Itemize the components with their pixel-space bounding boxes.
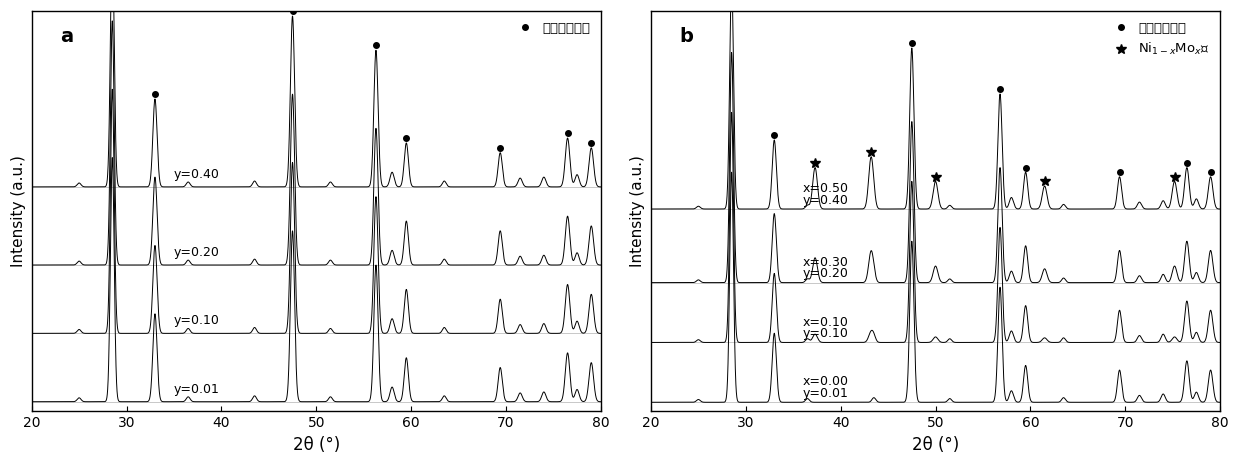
Text: b: b <box>680 27 693 46</box>
Y-axis label: Intensity (a.u.): Intensity (a.u.) <box>11 155 26 267</box>
Text: x=0.00: x=0.00 <box>802 375 848 388</box>
Text: a: a <box>60 27 73 46</box>
Text: x=0.30: x=0.30 <box>802 256 848 269</box>
Legend: 荧石晶相结构, Ni$_{1-x}$Mo$_x$相: 荧石晶相结构, Ni$_{1-x}$Mo$_x$相 <box>1104 18 1214 61</box>
Text: x=0.50: x=0.50 <box>802 182 848 195</box>
X-axis label: 2θ (°): 2θ (°) <box>293 436 340 454</box>
Text: y=0.40: y=0.40 <box>174 168 219 181</box>
Text: x=0.10: x=0.10 <box>802 316 848 329</box>
Text: y=0.10: y=0.10 <box>802 327 848 340</box>
Text: y=0.01: y=0.01 <box>174 383 219 396</box>
Text: y=0.01: y=0.01 <box>802 387 848 400</box>
Y-axis label: Intensity (a.u.): Intensity (a.u.) <box>630 155 645 267</box>
Legend: 荧石晶相结构: 荧石晶相结构 <box>508 18 594 39</box>
Text: y=0.10: y=0.10 <box>174 314 219 327</box>
Text: y=0.20: y=0.20 <box>174 246 219 259</box>
X-axis label: 2θ (°): 2θ (°) <box>911 436 960 454</box>
Text: y=0.20: y=0.20 <box>802 267 848 280</box>
Text: y=0.40: y=0.40 <box>802 194 848 206</box>
